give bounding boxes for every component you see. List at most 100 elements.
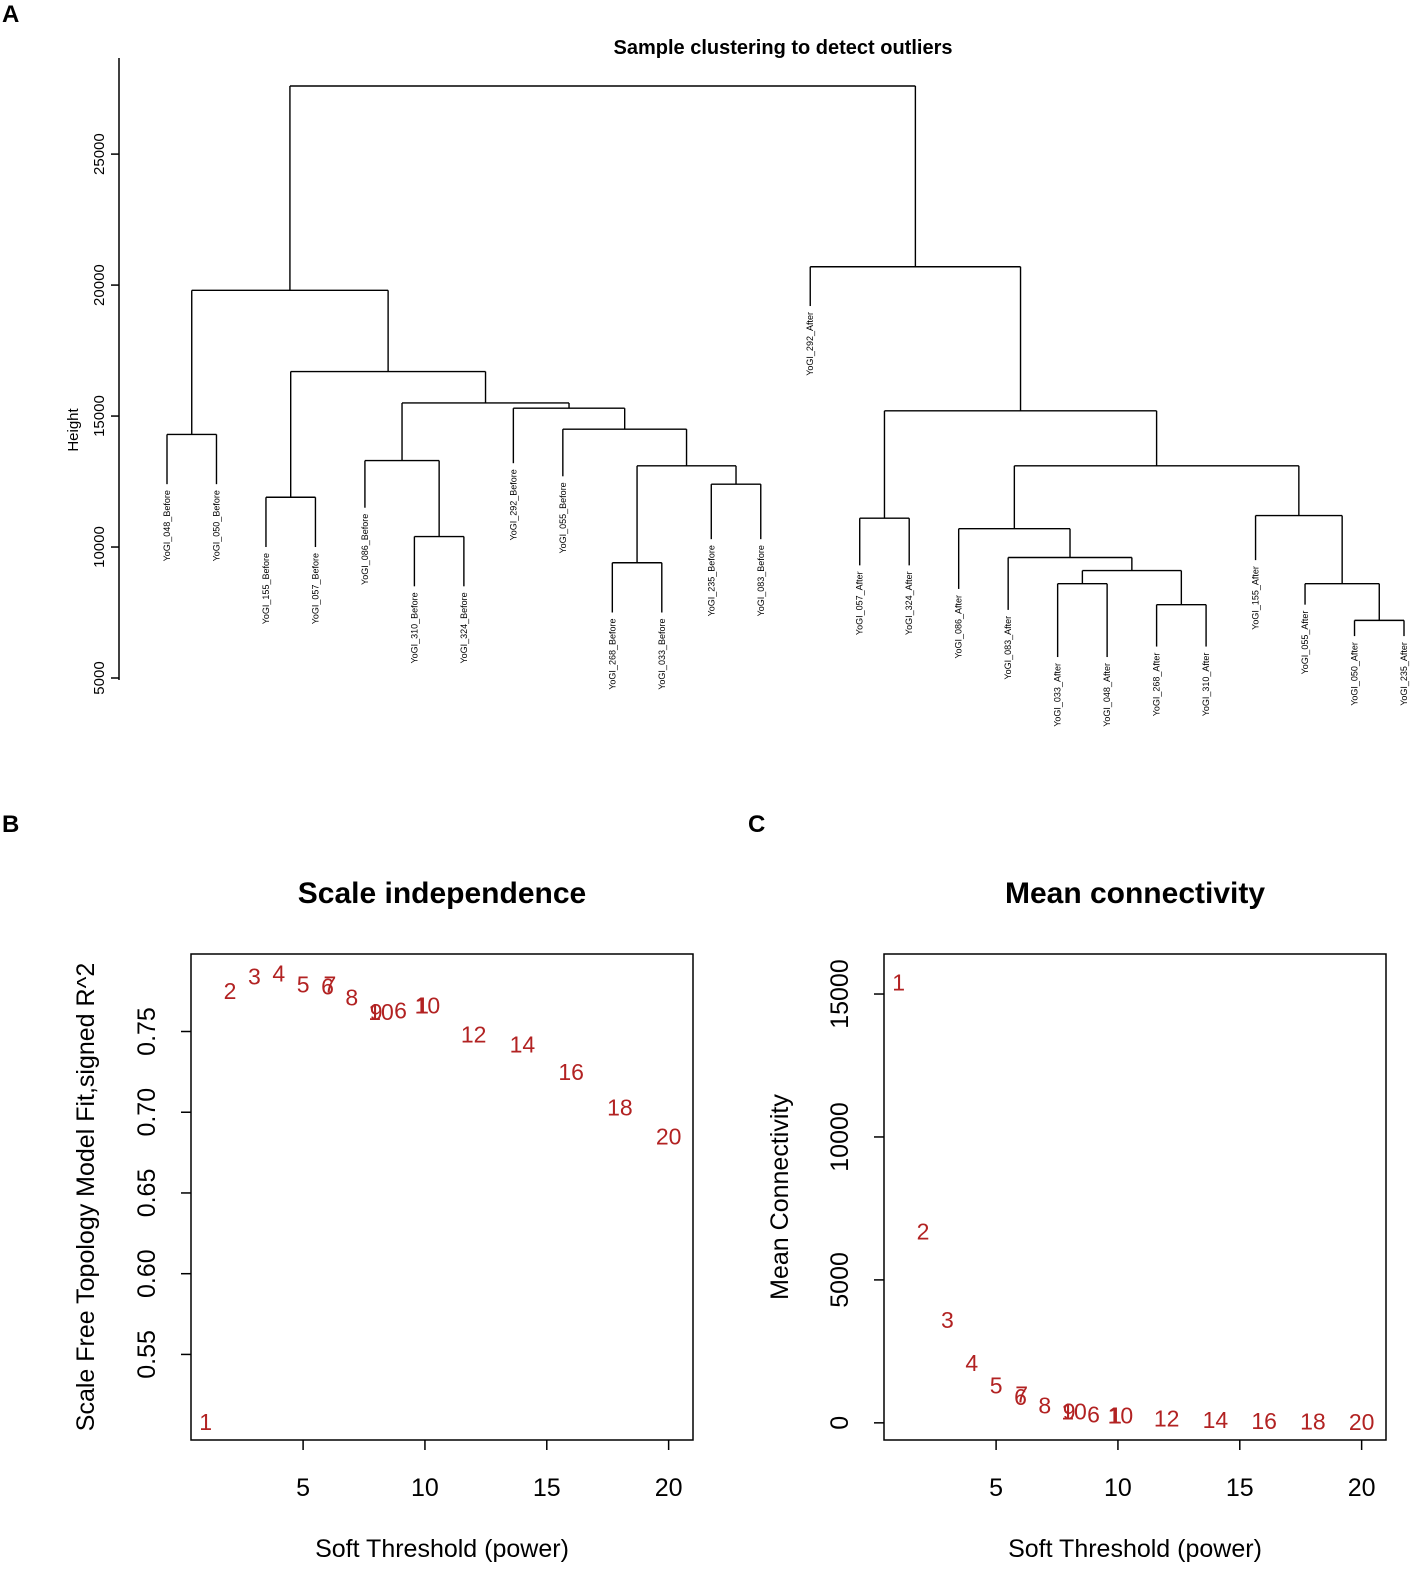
dendrogram-leaf-label: YoGI_048_After	[1102, 663, 1112, 727]
mean-connectivity-point-label: 1	[892, 970, 905, 996]
dendrogram-y-tick-label: 5000	[91, 661, 108, 694]
scale-independence-point-label: 10	[368, 999, 394, 1025]
dendrogram-leaf-label: YoGI_033_Before	[657, 619, 667, 690]
mean-connectivity-y-tick-label: 0	[826, 1416, 854, 1430]
scale-independence-point-label: 10	[415, 993, 441, 1019]
mean-connectivity-point-label: 10	[1061, 1398, 1087, 1424]
dendrogram-leaf-label: YoGI_055_After	[1300, 611, 1310, 675]
scale-independence-y-tick-label: 0.55	[133, 1330, 161, 1379]
dendrogram-leaf-label: YoGI_310_After	[1201, 653, 1211, 717]
mean-connectivity-point-label: 6	[1087, 1401, 1100, 1427]
dendrogram-leaf-label: YoGI_083_Before	[756, 545, 766, 616]
dendrogram-leaf-label: YoGI_268_Before	[607, 619, 617, 690]
scale-independence-point-label: 1	[416, 993, 429, 1019]
mean-connectivity-point-label: 7	[1015, 1381, 1028, 1407]
mean-connectivity-point-label: 18	[1300, 1409, 1326, 1435]
mean-connectivity-point-label: 9	[1063, 1398, 1076, 1424]
mean-connectivity-point-label: 2	[917, 1218, 930, 1244]
mean-connectivity-chart: Mean connectivity Soft Threshold (power)…	[766, 877, 1387, 1563]
scale-independence-x-tick-label: 20	[655, 1474, 683, 1502]
dendrogram-leaf-label: YoGI_268_After	[1152, 653, 1162, 717]
scale-independence-point-label: 3	[248, 964, 261, 990]
dendrogram-leaf-label: YoGI_086_After	[954, 595, 964, 659]
dendrogram-leaf-label: YoGI_155_After	[1251, 566, 1261, 630]
dendrogram-y-tick-label: 15000	[91, 395, 108, 437]
mean-connectivity-y-label: Mean Connectivity	[766, 1094, 794, 1300]
dendrogram-leaf-label: YoGI_155_Before	[261, 553, 271, 624]
mean-connectivity-title: Mean connectivity	[1005, 877, 1265, 910]
mean-connectivity-x-tick-label: 5	[989, 1474, 1003, 1502]
panel-label-a: A	[2, 1, 19, 28]
panel-label-b: B	[2, 811, 19, 838]
mean-connectivity-point-label: 12	[1154, 1406, 1180, 1432]
mean-connectivity-point-label: 14	[1203, 1407, 1229, 1433]
dendrogram-leaf-label: YoGI_050_After	[1350, 642, 1360, 706]
scale-independence-x-tick-label: 10	[411, 1474, 439, 1502]
scale-independence-point-label: 1	[199, 1409, 212, 1435]
dendrogram-title: Sample clustering to detect outliers	[614, 37, 953, 59]
dendrogram-leaf-label: YoGI_057_After	[855, 571, 865, 635]
dendrogram-y-label: Height	[65, 407, 82, 451]
mean-connectivity-point-label: 8	[1038, 1393, 1051, 1419]
scale-independence-point-label: 16	[558, 1059, 584, 1085]
scale-independence-x-label: Soft Threshold (power)	[315, 1535, 569, 1563]
mean-connectivity-y-tick-label: 5000	[826, 1252, 854, 1308]
mean-connectivity-point-label: 4	[965, 1350, 978, 1376]
scale-independence-point-label: 12	[461, 1022, 487, 1048]
dendrogram-leaf-label: YoGI_310_Before	[409, 592, 419, 663]
dendrogram-leaf-label: YoGI_033_After	[1053, 663, 1063, 727]
scale-independence-point-label: 6	[394, 998, 407, 1024]
scale-independence-y-tick-label: 0.75	[133, 1007, 161, 1056]
mean-connectivity-x-tick-label: 20	[1348, 1474, 1376, 1502]
dendrogram-leaf-label: YoGI_235_After	[1399, 642, 1409, 706]
mean-connectivity-point-label: 16	[1251, 1408, 1277, 1434]
mean-connectivity-point-label: 1	[1109, 1403, 1122, 1429]
dendrogram-chart: Sample clustering to detect outliers Hei…	[65, 37, 1409, 727]
dendrogram-branches	[166, 85, 1405, 658]
mean-connectivity-point-label: 3	[941, 1307, 954, 1333]
mean-connectivity-point-label: 5	[990, 1373, 1003, 1399]
scale-independence-y-tick-label: 0.70	[133, 1088, 161, 1137]
dendrogram-leaf-label: YoGI_057_Before	[310, 553, 320, 624]
mean-connectivity-y-tick-label: 15000	[826, 959, 854, 1029]
scale-independence-plot-frame	[190, 953, 694, 1441]
mean-connectivity-plot-frame	[883, 953, 1387, 1441]
dendrogram-leaf-label: YoGI_055_Before	[558, 482, 568, 553]
dendrogram-leaf-label: YoGI_086_Before	[360, 514, 370, 585]
dendrogram-leaf-label: YoGI_292_After	[805, 312, 815, 376]
scale-independence-point-label: 20	[656, 1123, 682, 1149]
scale-independence-title: Scale independence	[298, 877, 586, 910]
scale-independence-point-label: 18	[607, 1094, 633, 1120]
scale-independence-y-tick-label: 0.60	[133, 1249, 161, 1298]
panel-label-c: C	[748, 811, 765, 838]
dendrogram-y-tick-label: 25000	[91, 133, 108, 175]
scale-independence-point-label: 7	[324, 972, 337, 998]
mean-connectivity-point-label: 6	[1014, 1384, 1027, 1410]
scale-independence-point-label: 6	[321, 973, 334, 999]
dendrogram-y-ticks: 5000 10000 15000 20000 25000	[91, 133, 119, 695]
dendrogram-leaf-label: YoGI_324_Before	[459, 592, 469, 663]
scale-independence-y-tick-label: 0.65	[133, 1169, 161, 1218]
scale-independence-x-tick-label: 5	[296, 1474, 310, 1502]
dendrogram-leaf-label: YoGI_048_Before	[162, 490, 172, 561]
scale-independence-point-label: 8	[345, 985, 358, 1011]
dendrogram-leaf-label: YoGI_083_After	[1003, 616, 1013, 680]
scale-independence-x-tick-label: 15	[533, 1474, 561, 1502]
scale-independence-point-label: 5	[297, 972, 310, 998]
dendrogram-leaf-labels: YoGI_048_Before YoGI_050_Before YoGI_155_B…	[162, 312, 1409, 727]
mean-connectivity-x-tick-label: 10	[1104, 1474, 1132, 1502]
dendrogram-leaf-label: YoGI_324_After	[904, 571, 914, 635]
mean-connectivity-y-tick-label: 10000	[826, 1102, 854, 1172]
mean-connectivity-point-label: 20	[1349, 1409, 1375, 1435]
scale-independence-point-label: 2	[224, 978, 237, 1004]
scale-independence-point-label: 9	[370, 999, 383, 1025]
dendrogram-leaf-label: YoGI_235_Before	[706, 545, 716, 616]
dendrogram-y-tick-label: 10000	[91, 526, 108, 568]
scale-independence-point-label: 14	[510, 1031, 536, 1057]
scale-independence-point-label: 4	[272, 960, 285, 986]
dendrogram-leaf-label: YoGI_292_Before	[508, 469, 518, 540]
